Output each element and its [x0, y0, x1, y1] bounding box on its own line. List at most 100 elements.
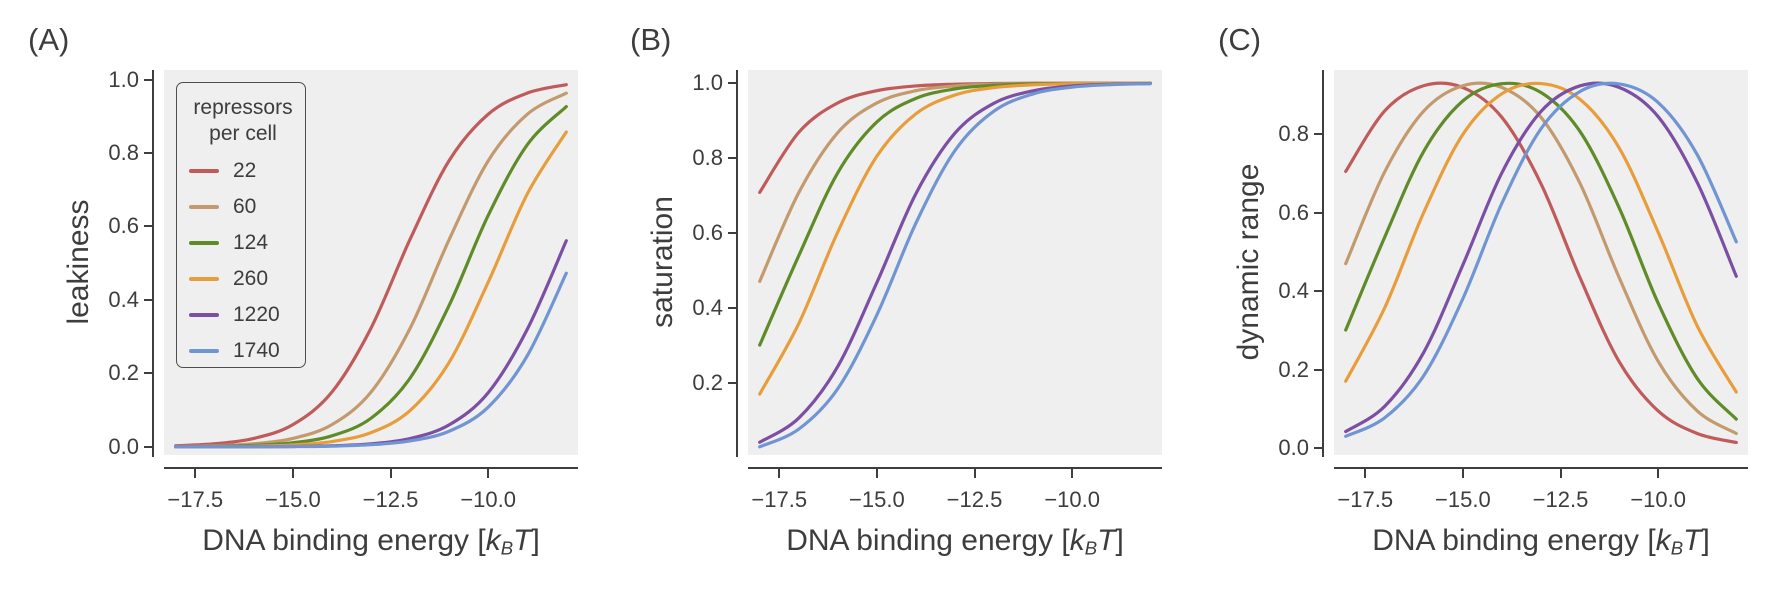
legend-line-swatch — [189, 205, 219, 209]
x-axis-label-k: k — [1655, 524, 1671, 557]
curve-repressors-60 — [1344, 81, 1738, 436]
y-axis-label: leakiness — [62, 199, 95, 325]
y-tick-label: 0.6 — [108, 213, 139, 239]
y-tick-label: 0.8 — [1278, 121, 1309, 147]
x-axis-label-k: k — [485, 524, 501, 557]
x-axis-spine — [748, 467, 1162, 469]
x-tick-label: −10.0 — [1044, 487, 1100, 512]
y-tick-mark — [728, 232, 737, 235]
y-tick-label: 0.6 — [1278, 199, 1309, 225]
x-tick-label: −17.5 — [751, 487, 808, 512]
y-tick-label: 0.8 — [692, 145, 723, 171]
x-axis-spine — [164, 467, 578, 469]
x-axis-label-k: k — [1069, 524, 1085, 557]
legend-entry: 124 — [189, 225, 297, 261]
x-tick-label: −17.5 — [1337, 487, 1394, 512]
legend-entry: 260 — [189, 261, 297, 297]
legend-title-line1: repressors — [193, 96, 293, 119]
y-tick-mark — [1314, 446, 1323, 449]
legend-line-swatch — [189, 313, 219, 317]
x-axis-label-text: DNA binding energy [ — [786, 524, 1070, 557]
y-tick-mark — [144, 225, 153, 228]
y-axis-label: saturation — [646, 196, 679, 328]
curves-svg — [1344, 81, 1738, 445]
curve-repressors-1740 — [758, 82, 1152, 449]
x-axis-label: DNA binding energy [kBT] — [748, 524, 1162, 560]
panel-letter: (B) — [630, 22, 672, 57]
x-tick-label: −15.0 — [265, 487, 321, 512]
legend-label: 60 — [233, 195, 257, 218]
y-axis-spine — [1322, 70, 1324, 457]
curve-repressors-22 — [758, 81, 1152, 194]
y-tick-mark — [144, 445, 153, 448]
y-tick-mark — [728, 307, 737, 310]
legend-entry: 1740 — [189, 333, 297, 369]
legend-label: 1220 — [233, 303, 280, 326]
legend-line-swatch — [189, 241, 219, 245]
x-tick-mark — [389, 469, 392, 478]
x-tick-label: −12.5 — [946, 487, 1003, 512]
curve-repressors-22 — [1344, 81, 1738, 445]
x-axis-label-bracket: ] — [531, 524, 540, 557]
legend-label: 1740 — [233, 339, 280, 362]
x-tick-mark — [487, 469, 490, 478]
curve-repressors-124 — [758, 81, 1152, 347]
panel-c-dynamic-range: (C) 0.0 0.2 0.4 0.6 0.8 −17.5 −15.0 −12.5 −10.0 … — [1170, 0, 1770, 609]
x-axis-label: DNA binding energy [kBT] — [1334, 524, 1748, 560]
x-tick-mark — [194, 469, 197, 478]
x-tick-mark — [1559, 469, 1562, 478]
panel-letter: (A) — [28, 22, 70, 57]
x-tick-mark — [973, 469, 976, 478]
legend-line-swatch — [189, 277, 219, 281]
legend: repressors per cell 22 60 124 260 1220 1740 — [176, 82, 306, 368]
y-tick-label: 0.6 — [692, 220, 723, 246]
y-tick-mark — [728, 382, 737, 385]
y-tick-mark — [144, 298, 153, 301]
y-tick-label: 0.2 — [108, 360, 139, 386]
legend-entry: 22 — [189, 153, 297, 189]
legend-title-line2: per cell — [209, 122, 277, 145]
y-axis-spine — [736, 70, 738, 457]
x-tick-label: −17.5 — [167, 487, 224, 512]
legend-entry: 60 — [189, 189, 297, 225]
x-axis-label-bracket: ] — [1115, 524, 1124, 557]
curve-repressors-1740 — [174, 271, 568, 449]
y-tick-mark — [144, 152, 153, 155]
x-axis-label: DNA binding energy [kBT] — [164, 524, 578, 560]
x-axis-label-t: T — [513, 524, 532, 557]
y-tick-label: 0.8 — [108, 140, 139, 166]
y-tick-mark — [1314, 133, 1323, 136]
y-tick-label: 1.0 — [108, 66, 139, 92]
x-tick-mark — [875, 469, 878, 478]
legend-label: 260 — [233, 267, 269, 290]
y-tick-mark — [1314, 368, 1323, 371]
y-tick-label: 0.4 — [1278, 278, 1309, 304]
curves-svg — [758, 81, 1152, 449]
x-axis-label-t: T — [1683, 524, 1702, 557]
x-tick-label: −15.0 — [849, 487, 905, 512]
legend-title: repressors per cell — [189, 95, 297, 147]
legend-line-swatch — [189, 169, 219, 173]
curve-repressors-22 — [174, 83, 568, 448]
curves-svg — [174, 83, 568, 449]
x-tick-label: −10.0 — [460, 487, 516, 512]
y-axis-label: dynamic range — [1232, 163, 1265, 361]
x-tick-mark — [291, 469, 294, 478]
legend-label: 124 — [233, 231, 269, 254]
curve-repressors-1740 — [1344, 81, 1738, 438]
y-tick-mark — [144, 78, 153, 81]
x-tick-label: −15.0 — [1435, 487, 1491, 512]
y-tick-label: 0.4 — [108, 286, 139, 312]
y-tick-label: 0.2 — [692, 370, 723, 396]
x-axis-label-t: T — [1097, 524, 1116, 557]
panel-b-saturation: (B) 0.2 0.4 0.6 0.8 1.0 −17.5 −15.0 −12.5 −10.0 … — [584, 0, 1184, 609]
x-tick-mark — [1461, 469, 1464, 478]
y-tick-label: 1.0 — [692, 70, 723, 96]
curve-repressors-260 — [758, 81, 1152, 396]
x-axis-label-sub-b: B — [1670, 537, 1684, 559]
x-tick-label: −12.5 — [362, 487, 419, 512]
curve-repressors-1220 — [1344, 81, 1738, 434]
x-axis-label-bracket: ] — [1701, 524, 1710, 557]
y-tick-mark — [1314, 290, 1323, 293]
y-tick-mark — [728, 157, 737, 160]
